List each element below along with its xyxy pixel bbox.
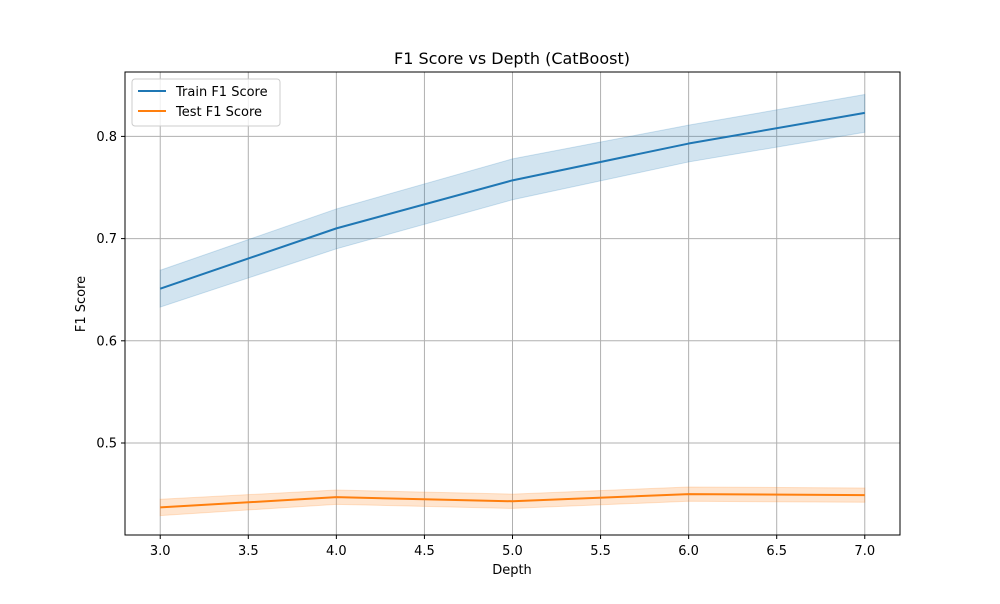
y-tick-label: 0.7 [96, 232, 117, 247]
x-tick-label: 3.0 [150, 544, 171, 559]
series-lines [159, 111, 865, 509]
y-ticks: 0.5 0.6 0.7 0.8 [96, 130, 125, 452]
legend-box [131, 78, 281, 127]
x-tick-label: 6.0 [678, 544, 699, 559]
legend-label-test-f1-score: Test F1 Score [175, 105, 262, 120]
x-tick-label: 7.0 [854, 544, 875, 559]
x-tick-label: 6.5 [766, 544, 787, 559]
x-tick-label: 4.0 [326, 544, 347, 559]
x-tick-label: 4.5 [414, 544, 435, 559]
chart-title: F1 Score vs Depth (CatBoost) [394, 49, 630, 68]
y-axis-label: F1 Score [74, 276, 89, 332]
grid-layer [125, 72, 900, 535]
legend: Train F1 Score Test F1 Score [131, 78, 281, 127]
x-ticks: 3.0 3.5 4.0 4.5 5.0 5.5 6.0 6.5 7.0 [150, 535, 875, 559]
legend-label-train-f1-score: Train F1 Score [175, 85, 268, 100]
x-tick-label: 5.5 [590, 544, 611, 559]
train-f1-score-line [159, 111, 865, 290]
test-f1-score-line [160, 493, 865, 509]
y-tick-label: 0.6 [96, 334, 117, 349]
x-tick-label: 5.0 [502, 544, 523, 559]
y-tick-label: 0.5 [96, 437, 117, 452]
x-axis-label: Depth [492, 563, 532, 578]
train-f1-score-band [159, 93, 866, 308]
y-tick-label: 0.8 [96, 130, 117, 145]
x-tick-label: 3.5 [238, 544, 259, 559]
